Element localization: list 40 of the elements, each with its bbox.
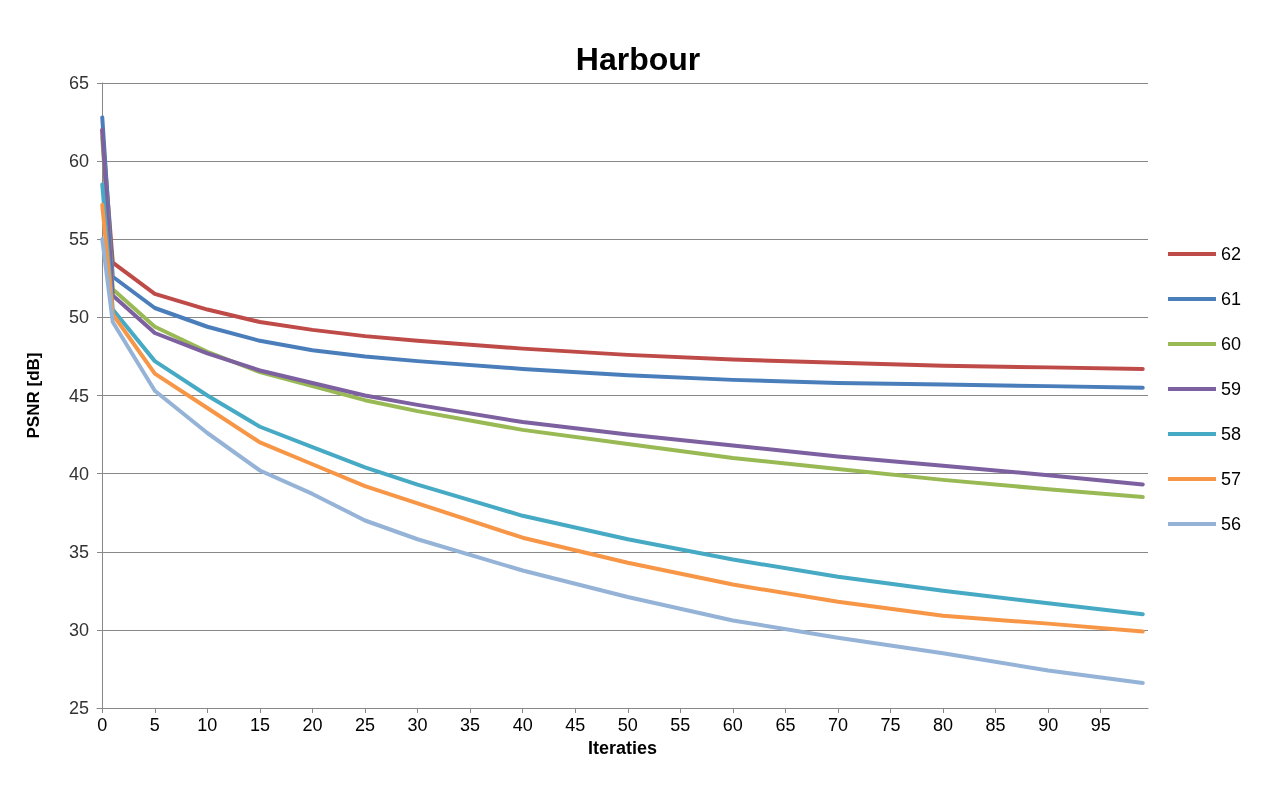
x-tick-label: 90: [1038, 715, 1059, 735]
legend-label: 59: [1220, 379, 1242, 399]
x-tick-label: 95: [1090, 715, 1111, 735]
y-tick-label: 45: [68, 385, 89, 406]
x-tick-label: 45: [565, 715, 586, 735]
x-tick-label: 40: [512, 715, 533, 735]
y-tick-label: 40: [68, 463, 89, 484]
x-tick-label: 0: [97, 715, 108, 735]
x-axis-title: Iteraties: [587, 737, 658, 758]
x-tick-label: 35: [460, 715, 481, 735]
x-tick-label: 50: [617, 715, 638, 735]
x-tick-label: 80: [933, 715, 954, 735]
legend-label: 62: [1220, 244, 1242, 264]
legend-label: 57: [1220, 469, 1242, 489]
legend-label: 56: [1220, 514, 1242, 534]
x-tick-label: 65: [775, 715, 796, 735]
x-tick-label: 25: [354, 715, 376, 735]
x-tick-label: 15: [249, 715, 270, 735]
x-tick-label: 85: [985, 715, 1006, 735]
x-tick-label: 60: [722, 715, 743, 735]
x-tick-label: 75: [880, 715, 901, 735]
y-tick-label: 50: [68, 307, 89, 328]
y-tick-label: 55: [68, 229, 89, 250]
y-tick-label: 25: [68, 698, 89, 718]
x-tick-label: 5: [149, 715, 160, 735]
line-series: [100, 237, 1145, 685]
legend-label: 60: [1220, 334, 1242, 354]
x-tick-label: 30: [407, 715, 428, 735]
y-tick-label: 60: [68, 151, 89, 172]
y-tick-label: 30: [68, 619, 89, 640]
x-tick-label: 20: [302, 715, 323, 735]
chart-title: Harbour: [575, 41, 701, 77]
y-tick-label: 35: [68, 541, 89, 562]
x-tick-label: 55: [670, 715, 691, 735]
y-axis-title: PSNR [dB]: [24, 352, 43, 439]
legend-label: 58: [1220, 424, 1242, 444]
x-tick-label: 10: [197, 715, 218, 735]
y-tick-label: 65: [68, 73, 89, 93]
x-tick-label: 70: [827, 715, 848, 735]
legend-label: 61: [1220, 289, 1242, 309]
